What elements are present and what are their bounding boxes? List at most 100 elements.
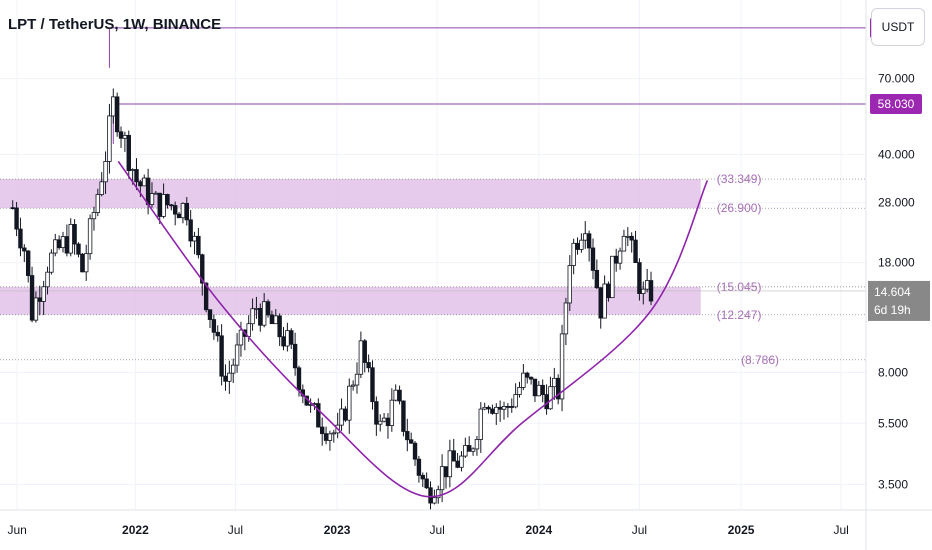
candle-body <box>45 271 50 288</box>
candle-body <box>548 386 553 410</box>
x-tick-label: Jul <box>228 523 243 537</box>
candle-body <box>378 420 383 425</box>
candle-body <box>22 247 27 252</box>
candle-body <box>122 134 128 139</box>
candle-body <box>261 301 267 326</box>
candle-body <box>428 487 433 504</box>
candle-body <box>486 406 491 410</box>
candle-body <box>470 448 476 452</box>
candle-body <box>289 330 294 345</box>
candle-body <box>103 161 108 183</box>
candle-body <box>401 400 406 432</box>
candle-body <box>285 330 290 347</box>
candle-body <box>254 307 259 310</box>
candle-body <box>447 450 453 478</box>
candle-body <box>118 131 124 139</box>
level-badge <box>870 93 922 114</box>
candle-body <box>598 287 603 319</box>
candle-body <box>14 207 19 230</box>
x-tick-label: Jun <box>7 523 26 537</box>
candle-body <box>145 177 151 205</box>
current-price-badge <box>868 280 930 321</box>
candle-body <box>621 235 627 252</box>
candle-body <box>559 333 565 400</box>
candle-body <box>250 308 255 325</box>
candle-body <box>99 181 104 195</box>
candle-body <box>594 269 600 289</box>
candle-body <box>358 340 364 375</box>
candle-body <box>281 336 286 347</box>
candle-body <box>525 372 530 378</box>
candle-body <box>172 205 178 215</box>
cup-curve <box>117 160 709 498</box>
zone-bottom-label: (26.900) <box>717 201 762 215</box>
candle-body <box>583 233 588 241</box>
chart-title: LPT / TetherUS, 1W, BINANCE <box>8 16 222 33</box>
zone-bottom-label: (12.247) <box>717 308 762 322</box>
candle-body <box>517 386 522 395</box>
candle-body <box>134 169 139 183</box>
candle-body <box>617 250 623 264</box>
candle-body <box>641 288 646 294</box>
candle-body <box>416 458 422 476</box>
candle-body <box>130 169 135 171</box>
candle-body <box>436 489 441 499</box>
candle-body <box>95 194 101 213</box>
candle-body <box>258 307 263 326</box>
candle-body <box>567 265 572 304</box>
candle-body <box>165 194 170 206</box>
candle-body <box>211 319 217 333</box>
candle-layer <box>10 88 654 510</box>
candle-body <box>459 455 464 468</box>
countdown-label: 6d 19h <box>874 303 911 317</box>
candle-body <box>629 235 634 241</box>
candle-body <box>474 439 480 450</box>
candle-body <box>161 194 166 217</box>
candle-body <box>223 375 228 382</box>
candle-body <box>87 218 93 255</box>
candle-body <box>451 450 456 462</box>
zone-top-label: (15.045) <box>717 280 762 294</box>
candle-body <box>56 239 62 249</box>
candle-body <box>408 439 414 444</box>
candle-body <box>521 372 526 388</box>
candle-body <box>277 315 282 338</box>
candle-body <box>432 497 437 504</box>
y-tick-label: 40.000 <box>878 147 915 161</box>
candle-body <box>234 344 240 366</box>
current-price-label: 14.604 <box>874 285 911 299</box>
zone-layer: (33.349) (26.900) (15.045) (12.247) <box>0 172 866 322</box>
candle-body <box>142 177 147 187</box>
candle-body <box>331 432 336 435</box>
candle-body <box>207 309 213 320</box>
candle-body <box>602 283 607 319</box>
candle-body <box>563 302 569 335</box>
candle-body <box>343 408 348 421</box>
candle-body <box>455 460 460 468</box>
candle-body <box>424 478 429 489</box>
candle-body <box>219 335 224 377</box>
candle-body <box>490 408 495 414</box>
candle-body <box>60 236 66 249</box>
candle-body <box>443 466 449 478</box>
candle-body <box>536 384 542 397</box>
candle-body <box>412 442 418 460</box>
candle-body <box>347 385 352 421</box>
candle-body <box>76 243 81 255</box>
candle-body <box>466 445 472 452</box>
candle-body <box>126 134 131 171</box>
candle-body <box>397 389 402 402</box>
candle-body <box>269 314 275 325</box>
grid-layer <box>0 0 866 510</box>
candle-body <box>149 193 155 205</box>
candle-body <box>184 203 189 221</box>
candle-body <box>180 203 186 219</box>
candle-body <box>614 255 619 264</box>
currency-button[interactable]: USDT <box>871 8 925 46</box>
candle-body <box>625 235 631 238</box>
candle-body <box>72 224 77 245</box>
candle-body <box>586 233 592 249</box>
candle-body <box>33 297 39 321</box>
x-tick-label: 2025 <box>728 523 755 537</box>
